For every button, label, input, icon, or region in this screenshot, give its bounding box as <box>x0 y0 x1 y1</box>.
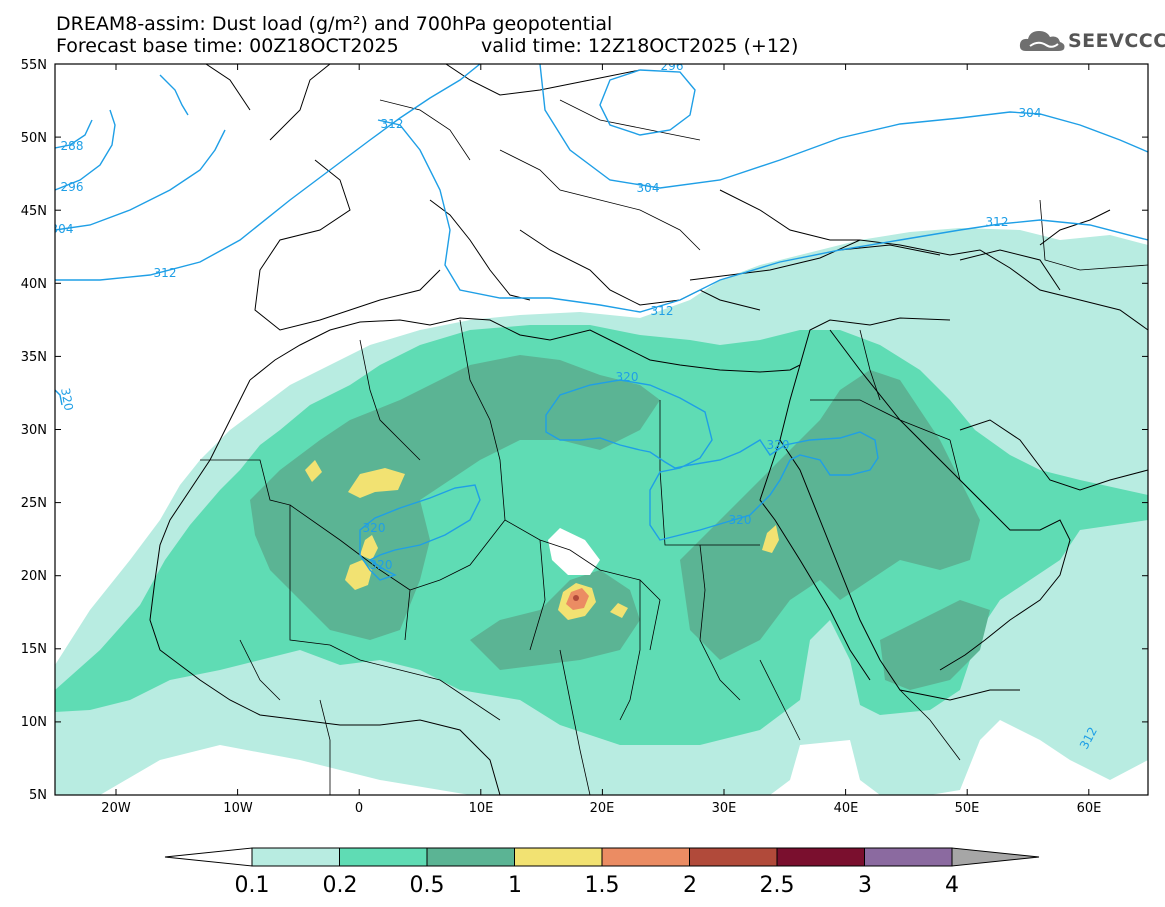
lat-label: 35N <box>21 350 47 365</box>
lon-label: 10W <box>223 801 253 816</box>
colorbar-tick: 4 <box>945 873 959 898</box>
colorbar-swatch <box>426 847 515 867</box>
contour-label: 304 <box>51 222 74 236</box>
lat-label: 30N <box>21 423 47 438</box>
contour-label: 312 <box>381 117 404 131</box>
contour-label: 288 <box>61 139 84 153</box>
contour-labels: 296 312 304 304 312 312 320 320 320 320 … <box>51 59 1100 752</box>
lon-label: 30E <box>712 801 737 816</box>
colorbar-ticks: 0.1 0.2 0.5 1 1.5 2 2.5 3 4 <box>235 873 960 898</box>
colorbar-tick: 0.1 <box>235 873 270 898</box>
contour-label: 320 <box>363 521 386 535</box>
colorbar-tick: 2.5 <box>760 873 795 898</box>
cloud-icon <box>1019 31 1065 51</box>
lon-label: 50E <box>955 801 980 816</box>
contour-label: 312 <box>651 304 674 318</box>
contour-label: 304 <box>637 181 660 195</box>
coastlines <box>149 64 1148 795</box>
contour-label: 304 <box>1019 106 1042 120</box>
lat-label: 45N <box>21 204 47 219</box>
lat-axis: 55N 50N 45N 40N 35N 30N 25N 20N 15N 10N … <box>21 58 47 803</box>
contour-label: 312 <box>986 215 1009 229</box>
colorbar-swatch <box>776 847 865 867</box>
lat-label: 25N <box>21 496 47 511</box>
dust-field-holes <box>548 528 600 575</box>
valid-time: valid time: 12Z18OCT2025 (+12) <box>481 35 799 57</box>
axis-ticks <box>55 63 1148 796</box>
contour-label: 320 <box>767 438 790 452</box>
colorbar-swatch <box>339 847 428 867</box>
colorbar-tick: 1.5 <box>585 873 620 898</box>
colorbar-tick: 0.2 <box>323 873 358 898</box>
contour-label: 320 <box>616 370 639 384</box>
contour-label: 296 <box>61 180 84 194</box>
lon-label: 0 <box>355 801 363 816</box>
colorbar-swatch <box>514 847 603 867</box>
colorbar-tick: 1 <box>508 873 522 898</box>
colorbar-tick: 0.5 <box>410 873 445 898</box>
borders <box>200 99 1148 795</box>
geopotential-contours <box>55 64 1148 581</box>
lat-label: 50N <box>21 131 47 146</box>
lat-label: 20N <box>21 569 47 584</box>
colorbar-swatch <box>864 847 953 867</box>
colorbar-tick: 2 <box>683 873 697 898</box>
colorbar-over <box>951 847 1040 867</box>
time-info: Forecast base time: 00Z18OCT2025 valid ti… <box>56 35 798 57</box>
colorbar-swatch <box>601 847 690 867</box>
lat-label: 40N <box>21 277 47 292</box>
lon-label: 20W <box>101 801 131 816</box>
lon-label: 40E <box>834 801 859 816</box>
lon-label: 60E <box>1077 801 1102 816</box>
colorbar-tick: 3 <box>858 873 872 898</box>
lon-label: 20E <box>590 801 615 816</box>
contour-label: 320 <box>729 513 752 527</box>
contour-label: 320 <box>370 558 393 572</box>
contour-label: 296 <box>661 59 684 73</box>
lat-label: 15N <box>21 642 47 657</box>
base-time: Forecast base time: 00Z18OCT2025 <box>56 35 399 57</box>
colorbar-under <box>164 847 253 867</box>
logo-text: SEEVCCC <box>1068 30 1165 52</box>
map-title: DREAM8-assim: Dust load (g/m²) and 700hP… <box>56 13 613 35</box>
lon-axis: 20W 10W 0 10E 20E 30E 40E 50E 60E <box>101 801 1101 816</box>
lat-label: 5N <box>29 788 47 803</box>
lat-label: 55N <box>21 58 47 73</box>
lon-label: 10E <box>469 801 494 816</box>
colorbar-swatch <box>251 847 340 867</box>
dust-field-level-6 <box>573 595 579 601</box>
lat-label: 10N <box>21 715 47 730</box>
colorbar-swatch <box>689 847 778 867</box>
contour-label: 312 <box>154 266 177 280</box>
contour-label: 320 <box>58 387 76 412</box>
